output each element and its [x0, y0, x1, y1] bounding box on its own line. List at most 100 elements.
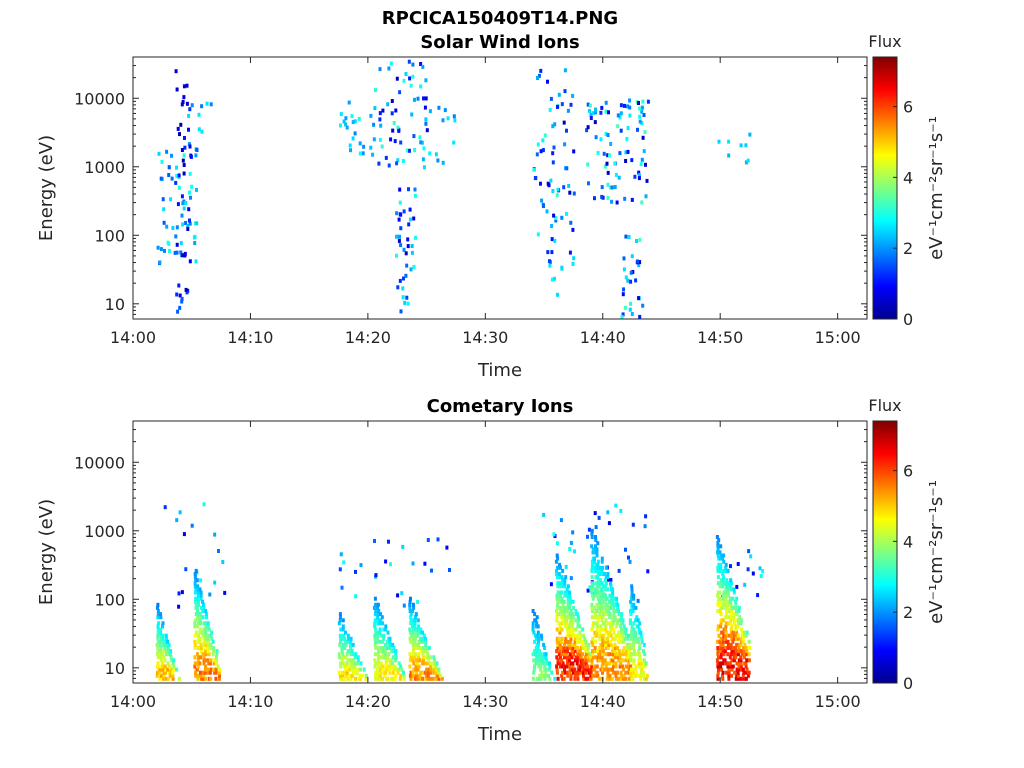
heatmap-cell — [586, 125, 590, 130]
heatmap-cell — [595, 670, 599, 675]
heatmap-cell — [358, 151, 362, 156]
heatmap-cell — [609, 621, 612, 626]
heatmap-cell — [635, 670, 639, 675]
heatmap-cell — [410, 244, 414, 248]
heatmap-cell — [721, 572, 725, 576]
heatmap-cell — [175, 250, 179, 255]
heatmap-cell — [735, 584, 739, 589]
heatmap-cell — [537, 664, 541, 669]
heatmap-cell — [738, 615, 742, 620]
heatmap-cell — [643, 652, 647, 657]
heatmap-cell — [598, 590, 602, 595]
heatmap-cell — [576, 633, 580, 638]
heatmap-cell — [429, 664, 432, 669]
heatmap-cell — [197, 621, 200, 626]
heatmap-cell — [215, 652, 219, 657]
heatmap-cell — [627, 655, 630, 660]
heatmap-cell — [395, 253, 398, 258]
heatmap-cell — [722, 602, 726, 607]
heatmap-cell — [417, 624, 421, 629]
heatmap-cell — [419, 140, 423, 145]
heatmap-cell — [741, 667, 745, 672]
heatmap-cell — [195, 221, 199, 226]
heatmap-cell — [411, 630, 415, 635]
heatmap-cell — [736, 624, 740, 629]
heatmap-cell — [603, 164, 607, 169]
y-tick-label: 100 — [94, 226, 125, 245]
heatmap-cell — [166, 646, 170, 650]
heatmap-cell — [418, 135, 422, 140]
heatmap-cell — [571, 664, 575, 669]
heatmap-cell — [184, 221, 188, 225]
heatmap-cell — [194, 612, 198, 617]
heatmap-cell — [341, 655, 345, 660]
heatmap-cell — [196, 615, 200, 620]
heatmap-cell — [351, 652, 355, 657]
heatmap-cell — [744, 661, 748, 666]
heatmap-cell — [642, 149, 646, 154]
heatmap-cell — [344, 655, 348, 660]
heatmap-cell — [576, 664, 580, 669]
colorbar-tick-label: 6 — [903, 462, 913, 481]
heatmap-cell — [718, 556, 722, 561]
heatmap-cell — [206, 636, 210, 641]
heatmap-cell — [214, 667, 218, 672]
heatmap-cell — [195, 605, 199, 610]
heatmap-cell — [165, 149, 169, 154]
heatmap-cell — [356, 655, 360, 660]
heatmap-cell — [565, 658, 569, 663]
heatmap-cell — [376, 602, 380, 607]
heatmap-cell — [410, 250, 414, 255]
heatmap-cell — [539, 667, 543, 672]
heatmap-cell — [555, 612, 559, 617]
x-tick-label: 14:20 — [345, 328, 391, 347]
heatmap-cell — [339, 552, 343, 557]
heatmap-cell — [598, 652, 602, 657]
heatmap-cell — [374, 646, 378, 650]
heatmap-cell — [573, 658, 577, 663]
heatmap-cell — [424, 636, 427, 641]
heatmap-cell — [605, 596, 609, 601]
heatmap-cell — [726, 664, 730, 669]
heatmap-cell — [637, 170, 641, 175]
heatmap-cell — [407, 187, 410, 192]
heatmap-cell — [196, 673, 200, 678]
heatmap-cell — [624, 150, 628, 155]
heatmap-cell — [181, 99, 185, 104]
heatmap-cell — [626, 642, 630, 647]
heatmap-cell — [167, 173, 171, 177]
heatmap-cell — [605, 161, 609, 166]
heatmap-cell — [377, 661, 381, 666]
heatmap-cell — [351, 120, 355, 125]
heatmap-cell — [630, 158, 634, 163]
heatmap-cell — [570, 618, 574, 623]
heatmap-cell — [633, 174, 637, 179]
heatmap-cell — [601, 615, 605, 620]
heatmap-cell — [339, 615, 342, 620]
heatmap-cell — [609, 642, 613, 647]
heatmap-cell — [409, 596, 412, 601]
heatmap-cell — [193, 633, 197, 638]
heatmap-cell — [358, 141, 362, 146]
heatmap-cell — [615, 676, 618, 681]
heatmap-cell — [540, 655, 544, 660]
heatmap-cell — [531, 652, 535, 657]
heatmap-cell — [533, 612, 537, 617]
heatmap-cell — [373, 618, 377, 623]
heatmap-cell — [346, 676, 350, 681]
heatmap-cell — [607, 110, 610, 115]
heatmap-cell — [732, 658, 736, 663]
heatmap-cell — [717, 655, 720, 660]
heatmap-cell — [205, 615, 209, 620]
heatmap-cell — [742, 646, 745, 650]
heatmap-cell — [618, 633, 622, 638]
heatmap-cell — [534, 658, 538, 663]
heatmap-cell — [568, 646, 572, 650]
heatmap-cell — [731, 664, 735, 669]
heatmap-cell — [619, 639, 623, 644]
heatmap-cell — [179, 241, 183, 246]
heatmap-cell — [617, 175, 621, 180]
heatmap-cell — [627, 633, 630, 638]
heatmap-cell — [616, 652, 620, 657]
